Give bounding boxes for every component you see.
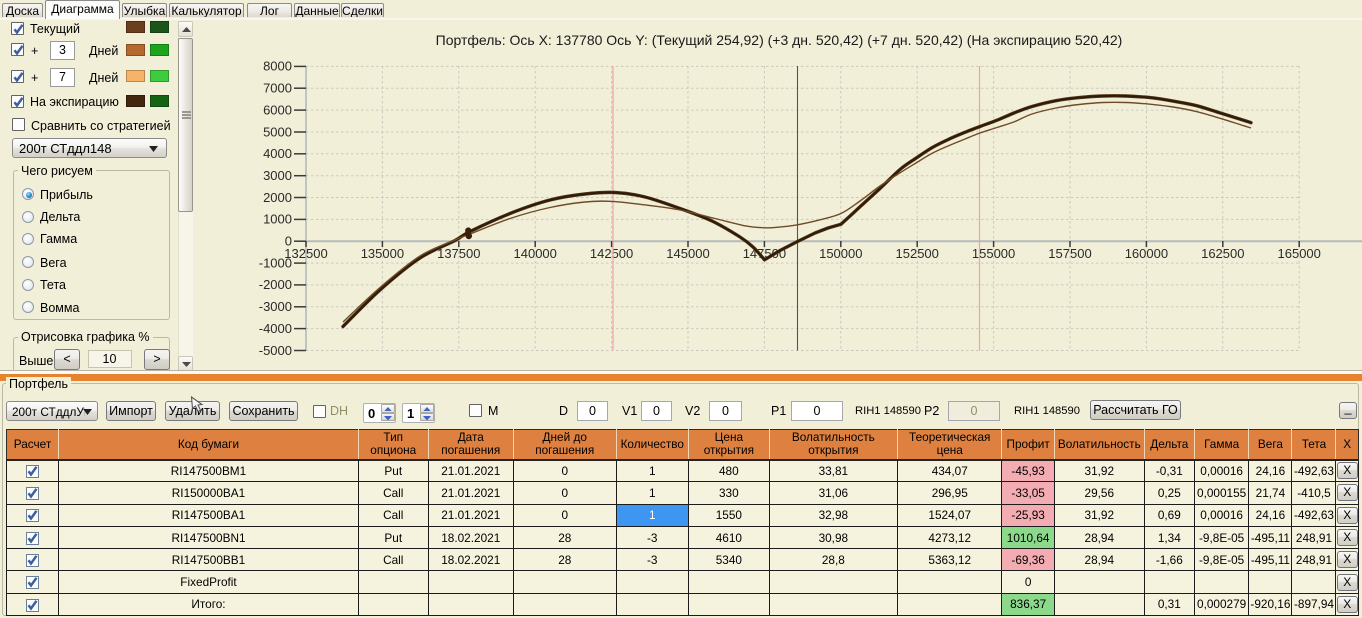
svg-text:0: 0 — [285, 234, 292, 249]
svg-text:165000: 165000 — [1278, 246, 1321, 261]
svg-text:142500: 142500 — [590, 246, 633, 261]
svg-text:152500: 152500 — [896, 246, 939, 261]
svg-text:-2000: -2000 — [259, 277, 292, 292]
svg-text:7000: 7000 — [263, 81, 292, 96]
svg-text:2000: 2000 — [263, 190, 292, 205]
svg-text:4000: 4000 — [263, 146, 292, 161]
svg-text:-5000: -5000 — [259, 343, 292, 358]
svg-text:145000: 145000 — [666, 246, 709, 261]
svg-text:1000: 1000 — [263, 212, 292, 227]
svg-text:137500: 137500 — [437, 246, 480, 261]
svg-text:8000: 8000 — [263, 59, 292, 74]
svg-text:160000: 160000 — [1125, 246, 1168, 261]
svg-text:Портфель: Ось X: 137780 Ось Y:: Портфель: Ось X: 137780 Ось Y: (Текущий … — [436, 32, 1123, 48]
svg-text:140000: 140000 — [514, 246, 557, 261]
svg-text:155000: 155000 — [972, 246, 1015, 261]
svg-text:150000: 150000 — [819, 246, 862, 261]
svg-text:157500: 157500 — [1048, 246, 1091, 261]
svg-text:135000: 135000 — [361, 246, 404, 261]
svg-text:3000: 3000 — [263, 168, 292, 183]
svg-text:5000: 5000 — [263, 124, 292, 139]
svg-text:6000: 6000 — [263, 102, 292, 117]
svg-text:-4000: -4000 — [259, 321, 292, 336]
svg-text:-3000: -3000 — [259, 299, 292, 314]
svg-text:132500: 132500 — [284, 246, 327, 261]
svg-text:162500: 162500 — [1201, 246, 1244, 261]
svg-text:-1000: -1000 — [259, 255, 292, 270]
